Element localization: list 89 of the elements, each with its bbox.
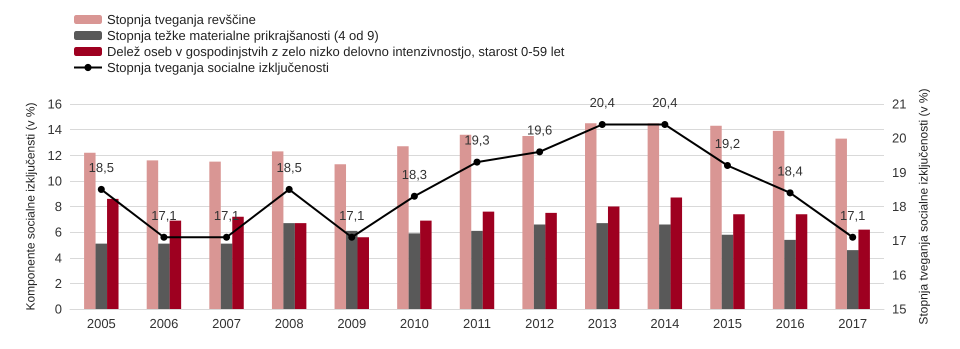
x-tick-label: 2015 bbox=[713, 316, 742, 331]
data-label: 17,1 bbox=[339, 208, 364, 223]
data-label: 20,4 bbox=[590, 95, 615, 110]
data-label: 18,5 bbox=[276, 160, 302, 175]
data-label: 19,3 bbox=[464, 132, 490, 148]
bar bbox=[648, 123, 660, 309]
bar bbox=[220, 244, 232, 309]
point bbox=[474, 158, 480, 166]
legend-label: Stopnja tveganja socialne izključenosti bbox=[107, 60, 329, 75]
bar bbox=[670, 198, 682, 309]
bar bbox=[96, 244, 108, 309]
bar bbox=[846, 250, 858, 309]
bar bbox=[722, 234, 734, 309]
bar bbox=[471, 230, 483, 309]
y-tick-label: 2 bbox=[54, 276, 62, 291]
x-tick-label: 2010 bbox=[400, 316, 429, 331]
y2-tick-label: 21 bbox=[892, 96, 906, 112]
y-tick-label: 16 bbox=[48, 96, 62, 112]
x-tick-label: 2007 bbox=[212, 316, 241, 331]
x-tick-label: 2005 bbox=[86, 316, 116, 331]
point bbox=[724, 162, 731, 169]
y-tick-label: 10 bbox=[48, 173, 62, 188]
point bbox=[348, 234, 356, 241]
legend-label: Delež oseb v gospodinjstvih z zelo nizko delovno intenzivnostjo, starost 0-59 let bbox=[107, 44, 565, 59]
point bbox=[849, 234, 856, 241]
x-tick-label: 2013 bbox=[588, 316, 617, 331]
bar bbox=[796, 214, 808, 309]
y2-axis-title: Stopnja tveganja socialne izključenosti (v %) bbox=[916, 88, 930, 325]
bar bbox=[346, 230, 358, 309]
bar bbox=[585, 123, 596, 309]
data-label: 17,1 bbox=[214, 208, 240, 223]
y2-tick-label: 17 bbox=[892, 233, 906, 248]
data-label: 18,5 bbox=[88, 160, 114, 175]
y2-tick-label: 18 bbox=[892, 199, 906, 214]
point bbox=[786, 189, 794, 196]
point bbox=[223, 234, 230, 241]
bar bbox=[784, 240, 796, 309]
bar bbox=[545, 212, 557, 309]
bar bbox=[170, 220, 182, 309]
x-tick-label: 2012 bbox=[525, 316, 554, 331]
bar bbox=[596, 223, 608, 309]
x-tick-label: 2006 bbox=[149, 316, 178, 331]
x-tick-label: 2016 bbox=[776, 316, 805, 331]
bar bbox=[283, 223, 295, 309]
y-axis-title: Komponente socialne izključensti (v %) bbox=[24, 102, 38, 311]
point bbox=[98, 186, 105, 193]
y-tick-label: 14 bbox=[48, 122, 62, 138]
y-tick-label: 8 bbox=[54, 199, 62, 214]
data-label: 17,1 bbox=[840, 208, 866, 223]
y-tick-label: 4 bbox=[54, 250, 62, 266]
point bbox=[286, 186, 293, 193]
y2-tick-label: 16 bbox=[892, 267, 906, 282]
point bbox=[410, 192, 418, 200]
bar bbox=[534, 224, 546, 309]
y-tick-label: 6 bbox=[54, 224, 62, 240]
bar bbox=[158, 244, 170, 309]
y2-tick-label: 20 bbox=[892, 130, 906, 146]
data-label: 18,3 bbox=[402, 166, 428, 182]
y2-tick-label: 15 bbox=[892, 302, 906, 316]
data-label: 19,2 bbox=[714, 136, 740, 151]
bar bbox=[420, 220, 432, 309]
bar bbox=[659, 224, 671, 309]
bar bbox=[522, 136, 534, 309]
bar bbox=[408, 233, 420, 309]
bar bbox=[107, 198, 119, 309]
y-tick-label: 12 bbox=[48, 148, 62, 163]
data-label: 18,4 bbox=[777, 163, 803, 178]
y-tick-label: 0 bbox=[54, 302, 62, 316]
legend-label: Stopnja težke materialne prikrajšanosti (4 od 9) bbox=[107, 28, 379, 43]
data-label: 20,4 bbox=[652, 95, 678, 110]
x-tick-label: 2009 bbox=[337, 316, 366, 331]
x-tick-label: 2014 bbox=[650, 316, 680, 331]
x-tick-label: 2017 bbox=[838, 316, 868, 331]
bar bbox=[294, 223, 306, 309]
point bbox=[536, 148, 544, 156]
bar bbox=[858, 230, 870, 309]
point bbox=[160, 234, 168, 241]
bar bbox=[358, 237, 369, 309]
legend-label: Stopnja tveganja revščine bbox=[107, 12, 256, 27]
point bbox=[661, 121, 668, 128]
data-label: 17,1 bbox=[151, 208, 177, 223]
point bbox=[598, 121, 606, 128]
x-tick-label: 2008 bbox=[274, 316, 304, 331]
y2-tick-label: 19 bbox=[892, 164, 906, 180]
bar bbox=[608, 206, 620, 309]
bar bbox=[482, 212, 494, 309]
bar bbox=[733, 214, 745, 309]
data-label: 19,6 bbox=[526, 122, 552, 138]
x-tick-label: 2011 bbox=[463, 316, 491, 331]
